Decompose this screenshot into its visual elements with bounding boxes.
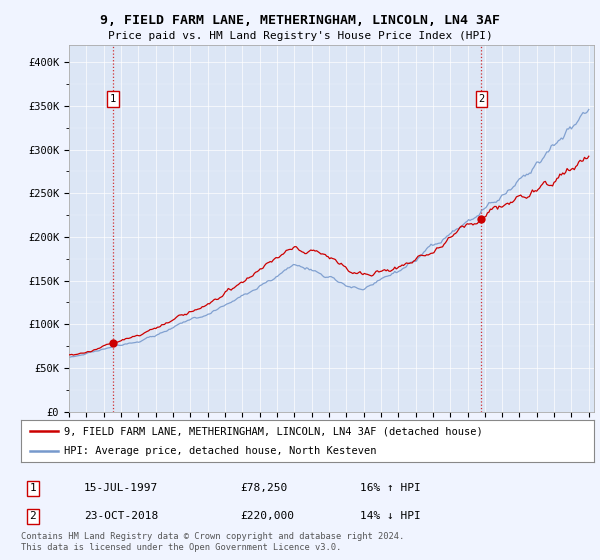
Text: Price paid vs. HM Land Registry's House Price Index (HPI): Price paid vs. HM Land Registry's House … [107,31,493,41]
Text: 14% ↓ HPI: 14% ↓ HPI [360,511,421,521]
Text: 1: 1 [29,483,37,493]
Text: 2: 2 [478,94,485,104]
Text: 2: 2 [29,511,37,521]
Text: 15-JUL-1997: 15-JUL-1997 [84,483,158,493]
Text: 1: 1 [110,94,116,104]
Text: 16% ↑ HPI: 16% ↑ HPI [360,483,421,493]
Text: £220,000: £220,000 [240,511,294,521]
Text: 9, FIELD FARM LANE, METHERINGHAM, LINCOLN, LN4 3AF (detached house): 9, FIELD FARM LANE, METHERINGHAM, LINCOL… [64,426,483,436]
Text: HPI: Average price, detached house, North Kesteven: HPI: Average price, detached house, Nort… [64,446,376,456]
Text: £78,250: £78,250 [240,483,287,493]
Text: Contains HM Land Registry data © Crown copyright and database right 2024.
This d: Contains HM Land Registry data © Crown c… [21,532,404,552]
Text: 23-OCT-2018: 23-OCT-2018 [84,511,158,521]
Text: 9, FIELD FARM LANE, METHERINGHAM, LINCOLN, LN4 3AF: 9, FIELD FARM LANE, METHERINGHAM, LINCOL… [100,14,500,27]
